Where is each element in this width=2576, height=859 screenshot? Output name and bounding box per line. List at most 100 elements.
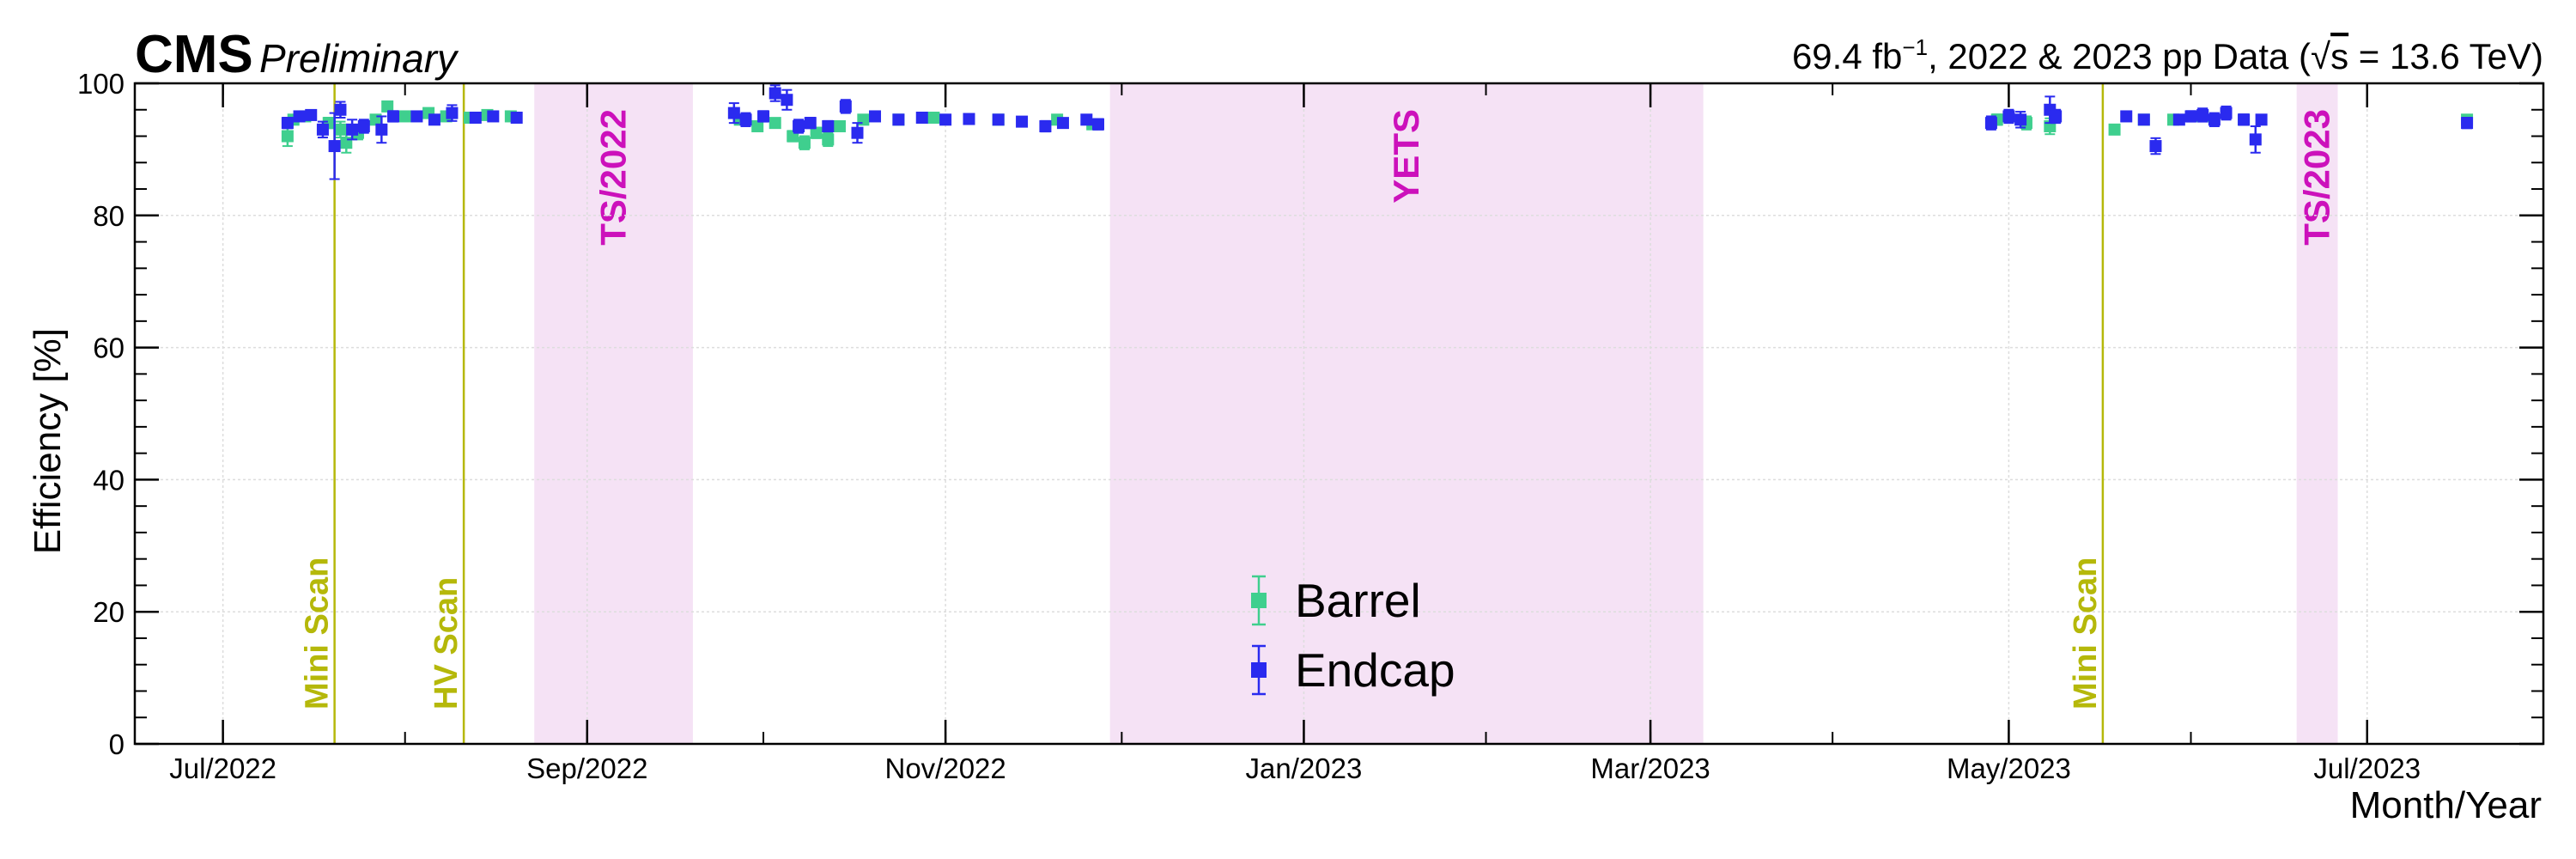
endcap-marker xyxy=(2014,113,2027,126)
barrel-marker xyxy=(381,100,394,113)
endcap-marker xyxy=(375,123,388,136)
endcap-point xyxy=(2014,111,2027,129)
endcap-marker xyxy=(387,110,400,123)
endcap-marker xyxy=(2149,140,2162,153)
endcap-marker xyxy=(334,103,347,116)
scan-label: Mini Scan xyxy=(2068,557,2104,710)
endcap-point xyxy=(469,111,482,124)
endcap-marker xyxy=(293,110,306,123)
endcap-marker xyxy=(1039,119,1052,132)
endcap-point xyxy=(2137,113,2150,126)
endcap-point xyxy=(446,104,459,122)
endcap-marker xyxy=(915,111,928,124)
endcap-point xyxy=(2149,137,2162,155)
sqrt-symbol: √ xyxy=(2311,36,2331,76)
plot-frame xyxy=(133,82,2545,746)
barrel-point xyxy=(334,120,347,139)
endcap-point xyxy=(357,119,370,134)
y-tick-label: 100 xyxy=(77,68,125,100)
endcap-marker xyxy=(281,117,294,130)
endcap-point xyxy=(2002,108,2015,125)
endcap-point xyxy=(1092,118,1104,131)
barrel-marker xyxy=(822,133,835,146)
endcap-marker xyxy=(2220,107,2233,119)
endcap-marker xyxy=(963,113,975,125)
endcap-point xyxy=(2050,108,2063,125)
barrel-marker xyxy=(833,119,846,132)
barrel-marker xyxy=(857,113,870,126)
barrel-point xyxy=(769,117,781,130)
endcap-marker xyxy=(2050,110,2063,123)
legend-barrel-marker xyxy=(1251,593,1267,608)
experiment-logo: CMS xyxy=(135,25,253,84)
shutdown-bands: TS/2022 YETS TS/2023 xyxy=(534,83,2338,744)
x-tick-label: Mar/2023 xyxy=(1590,752,1710,784)
endcap-marker xyxy=(2172,113,2185,126)
barrel-marker xyxy=(751,119,764,132)
endcap-series xyxy=(281,84,2474,180)
barrel-point xyxy=(857,113,870,126)
barrel-point xyxy=(798,135,811,150)
endcap-point xyxy=(739,112,752,127)
endcap-marker xyxy=(1092,118,1104,131)
endcap-marker xyxy=(781,94,793,107)
x-tick-label: Nov/2022 xyxy=(884,752,1005,784)
luminosity-label: 69.4 fb−1, 2022 & 2023 pp Data (√s = 13.… xyxy=(1792,34,2543,76)
endcap-point xyxy=(892,113,905,126)
barrel-marker xyxy=(769,117,781,130)
endcap-point xyxy=(2249,125,2262,154)
endcap-point xyxy=(769,84,781,102)
endcap-marker xyxy=(428,113,440,126)
barrel-point xyxy=(833,119,846,132)
barrel-marker xyxy=(340,137,353,149)
endcap-marker xyxy=(939,113,952,126)
endcap-point xyxy=(375,115,388,144)
barrel-marker xyxy=(334,123,347,136)
endcap-marker xyxy=(892,113,905,126)
barrel-point xyxy=(927,111,940,124)
endcap-marker xyxy=(410,110,423,123)
endcap-marker xyxy=(346,123,359,136)
endcap-marker xyxy=(357,119,370,132)
endcap-marker xyxy=(446,107,459,119)
endcap-point xyxy=(2120,110,2133,123)
endcap-marker xyxy=(822,119,835,132)
y-tick-label: 40 xyxy=(93,464,125,496)
endcap-marker xyxy=(316,123,329,136)
barrel-point xyxy=(398,110,411,123)
energy-variable: s xyxy=(2330,36,2348,76)
legend-endcap-label: Endcap xyxy=(1295,643,1455,697)
endcap-marker xyxy=(727,107,740,119)
barrel-point xyxy=(822,131,835,148)
endcap-point xyxy=(793,119,805,134)
endcap-marker xyxy=(1984,117,1997,130)
endcap-point xyxy=(939,113,952,126)
barrel-marker xyxy=(398,110,411,123)
lumi-exponent: −1 xyxy=(1902,34,1928,60)
legend: Barrel Endcap xyxy=(1251,574,1455,697)
legend-endcap-marker xyxy=(1251,662,1267,678)
endcap-marker xyxy=(757,110,770,123)
endcap-point xyxy=(822,119,835,133)
axes: 0 20 40 60 80 100 Jul/2022 Sep/2022 Nov/2022 Jan/… xyxy=(77,68,2543,784)
endcap-marker xyxy=(869,110,882,123)
endcap-point xyxy=(2172,113,2185,126)
barrel-marker xyxy=(927,111,940,124)
grid-lines xyxy=(135,83,2543,744)
y-tick-label: 60 xyxy=(93,332,125,364)
endcap-point xyxy=(2461,116,2474,130)
plot-area: TS/2022 YETS TS/2023 Mini Scan HV Scan Mini … xyxy=(77,68,2545,784)
y-tick-label: 0 xyxy=(109,728,125,760)
endcap-marker xyxy=(769,87,781,100)
x-tick-label: Jan/2023 xyxy=(1246,752,1363,784)
endcap-marker xyxy=(793,119,805,132)
shutdown-band-label: YETS xyxy=(1386,109,1426,204)
endcap-point xyxy=(869,110,882,123)
energy-value: = 13.6 TeV) xyxy=(2348,36,2543,76)
endcap-marker xyxy=(2196,108,2209,121)
endcap-marker xyxy=(487,110,500,123)
shutdown-band xyxy=(1109,83,1704,744)
shutdown-band-label: TS/2023 xyxy=(2297,109,2337,246)
endcap-point xyxy=(963,113,975,125)
